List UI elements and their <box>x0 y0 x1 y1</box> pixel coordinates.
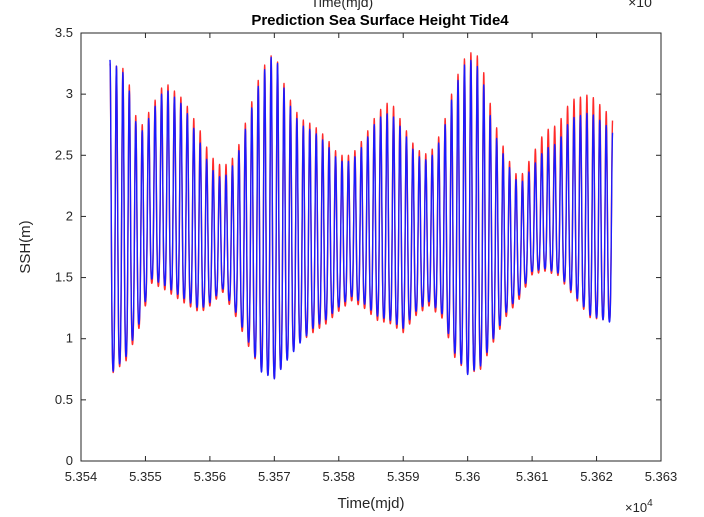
x-axis: 5.354 5.355 5.356 5.357 5.358 5.359 5.36 5.361 5… <box>65 33 678 484</box>
y-tick-label: 3 <box>66 86 73 101</box>
x-exponent-base: ×10 <box>625 500 647 515</box>
x-exponent-label: ×104 <box>625 498 653 515</box>
plot-frame <box>80 32 662 462</box>
y-tick-label: 3.5 <box>55 25 73 40</box>
top-partial-exponent: ×10 <box>628 0 652 10</box>
y-tick-label: 0.5 <box>55 392 73 407</box>
x-tick-label: 5.358 <box>323 469 356 484</box>
y-tick-label: 0 <box>66 453 73 468</box>
x-tick-label: 5.354 <box>65 469 98 484</box>
x-tick-label: 5.356 <box>194 469 227 484</box>
chart-title: Prediction Sea Surface Height Tide4 <box>251 12 509 29</box>
top-partial-xlabel: Time(mjd) <box>311 0 373 10</box>
x-tick-label: 5.357 <box>258 469 291 484</box>
series-line-1 <box>109 52 614 380</box>
x-tick-label: 5.36 <box>455 469 480 484</box>
x-tick-label: 5.363 <box>645 469 678 484</box>
series-line-2 <box>109 56 614 380</box>
y-axis-label: SSH(m) <box>17 220 34 273</box>
y-tick-label: 1 <box>66 331 73 346</box>
y-tick-label: 2 <box>66 208 73 223</box>
x-axis-label: Time(mjd) <box>338 495 405 512</box>
x-exponent-power: 4 <box>647 498 653 509</box>
x-tick-label: 5.359 <box>387 469 420 484</box>
series-layer <box>109 52 614 380</box>
y-tick-label: 1.5 <box>55 270 73 285</box>
x-tick-label: 5.355 <box>129 469 162 484</box>
x-tick-label: 5.362 <box>580 469 613 484</box>
y-axis: 0 0.5 1 1.5 2 2.5 3 3.5 <box>55 25 661 468</box>
x-tick-label: 5.361 <box>516 469 549 484</box>
plot-area <box>81 33 661 461</box>
y-tick-label: 2.5 <box>55 147 73 162</box>
